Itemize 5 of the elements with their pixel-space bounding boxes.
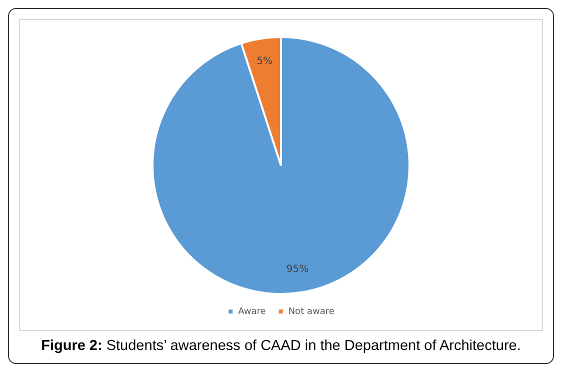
legend-label: Not aware xyxy=(288,306,335,317)
caption: Figure 2: Students’ awareness of CAAD in the Department of Architecture. xyxy=(41,338,521,354)
legend-label: Aware xyxy=(238,306,266,317)
data-label: 95% xyxy=(286,264,309,276)
data-label: 5% xyxy=(256,56,272,68)
